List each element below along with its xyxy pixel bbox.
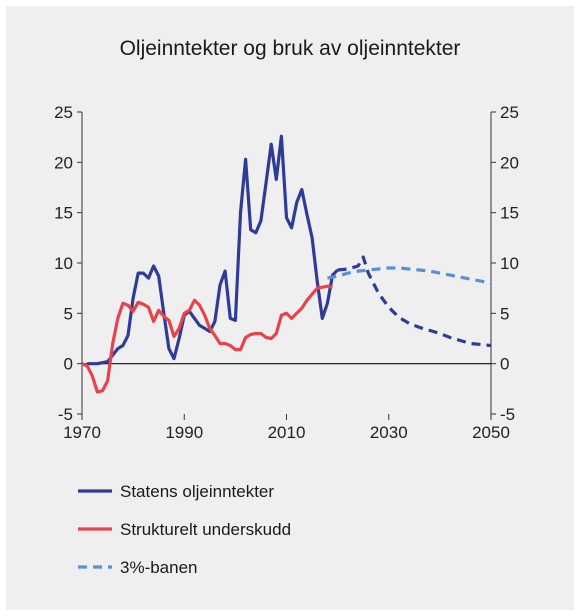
chart-title: Oljeinntekter og bruk av oljeinntekter — [120, 37, 461, 60]
legend: Statens oljeinntekter Strukturelt undersk… — [78, 482, 291, 577]
legend-label: Statens oljeinntekter — [120, 482, 274, 501]
right-y-tick-label: 10 — [500, 254, 519, 273]
left-y-tick-label: 15 — [54, 204, 73, 223]
x-axis: 1970 1990 2010 2030 2050 — [63, 363, 510, 442]
left-y-tick-label: 20 — [54, 153, 73, 172]
series-line-2 — [81, 284, 333, 394]
series-line-3 — [327, 266, 492, 285]
right-y-tick-label: 5 — [500, 304, 509, 323]
line-chart: Oljeinntekter og bruk av oljeinntekter 2… — [54, 37, 519, 577]
legend-label: 3%-banen — [120, 558, 198, 577]
right-y-tick-label: -5 — [500, 405, 515, 424]
right-y-tick-label: 15 — [500, 204, 519, 223]
x-tick-label: 1970 — [63, 423, 101, 442]
right-y-tick-label: 0 — [500, 355, 509, 374]
x-tick-label: 2030 — [370, 423, 408, 442]
series-line-1 — [337, 255, 492, 348]
series-layer — [81, 134, 492, 394]
right-y-tick-label: 20 — [500, 153, 519, 172]
legend-label: Strukturelt underskudd — [120, 520, 291, 539]
left-y-tick-label: 5 — [64, 304, 73, 323]
x-tick-label: 2010 — [268, 423, 306, 442]
y-axes: 25 25 20 20 15 15 10 10 5 5 0 0 -5 -5 — [54, 103, 519, 424]
left-y-tick-label: 25 — [54, 103, 73, 122]
left-y-tick-label: 10 — [54, 254, 73, 273]
x-tick-label: 2050 — [472, 423, 510, 442]
x-tick-label: 1990 — [165, 423, 203, 442]
left-y-tick-label: 0 — [64, 355, 73, 374]
left-y-tick-label: -5 — [58, 405, 73, 424]
chart-area: Oljeinntekter og bruk av oljeinntekter 2… — [6, 6, 574, 610]
right-y-tick-label: 25 — [500, 103, 519, 122]
series-line-0 — [87, 134, 339, 366]
